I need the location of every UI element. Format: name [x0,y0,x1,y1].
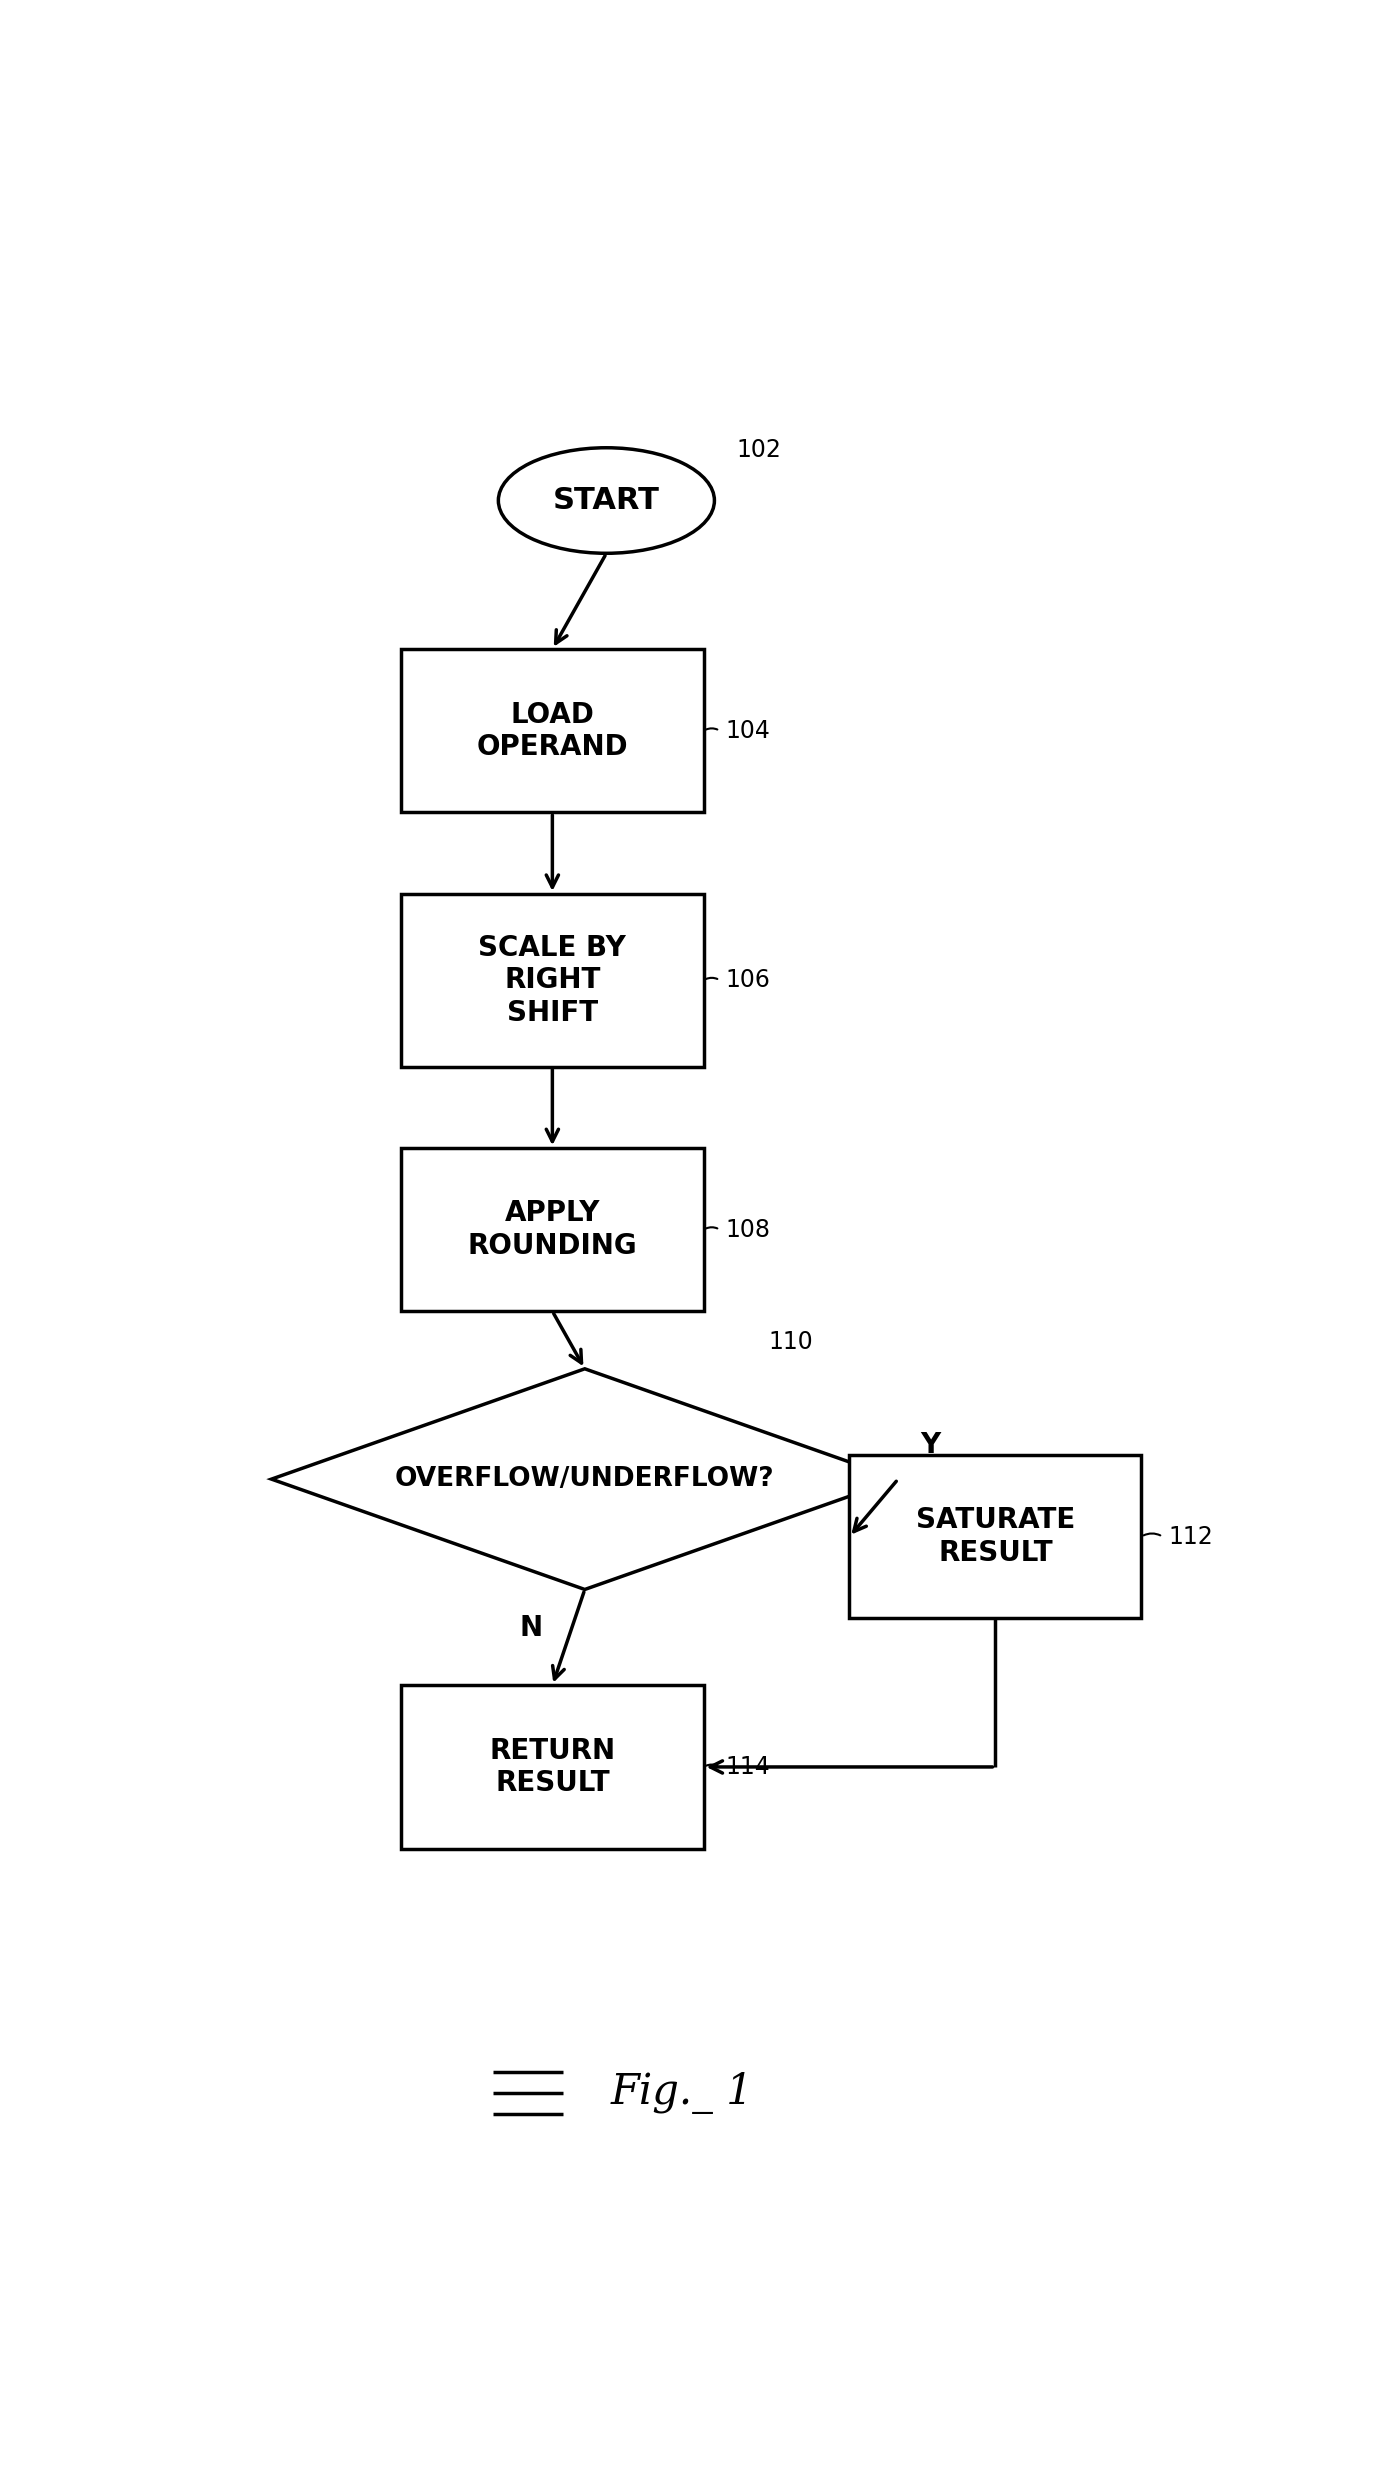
FancyBboxPatch shape [401,895,704,1067]
Text: APPLY
ROUNDING: APPLY ROUNDING [467,1199,637,1261]
FancyBboxPatch shape [401,650,704,812]
Text: START: START [553,486,659,516]
Ellipse shape [499,449,715,553]
Text: 108: 108 [725,1219,771,1241]
Text: Fig._ 1: Fig._ 1 [611,2073,753,2113]
Text: 110: 110 [768,1331,813,1356]
Text: OVERFLOW/UNDERFLOW?: OVERFLOW/UNDERFLOW? [395,1465,775,1493]
Text: 114: 114 [725,1754,769,1779]
Text: N: N [519,1615,542,1642]
Text: SATURATE
RESULT: SATURATE RESULT [916,1508,1075,1567]
FancyBboxPatch shape [401,1685,704,1849]
FancyBboxPatch shape [401,1149,704,1311]
Text: Y: Y [920,1430,941,1458]
Text: 112: 112 [1168,1525,1213,1548]
Text: 104: 104 [725,718,769,743]
Polygon shape [272,1368,898,1590]
Text: 106: 106 [725,969,769,992]
Text: RETURN
RESULT: RETURN RESULT [489,1737,615,1797]
Text: SCALE BY
RIGHT
SHIFT: SCALE BY RIGHT SHIFT [478,934,626,1027]
FancyBboxPatch shape [849,1455,1142,1617]
Text: 102: 102 [736,439,781,461]
Text: LOAD
OPERAND: LOAD OPERAND [477,700,629,760]
